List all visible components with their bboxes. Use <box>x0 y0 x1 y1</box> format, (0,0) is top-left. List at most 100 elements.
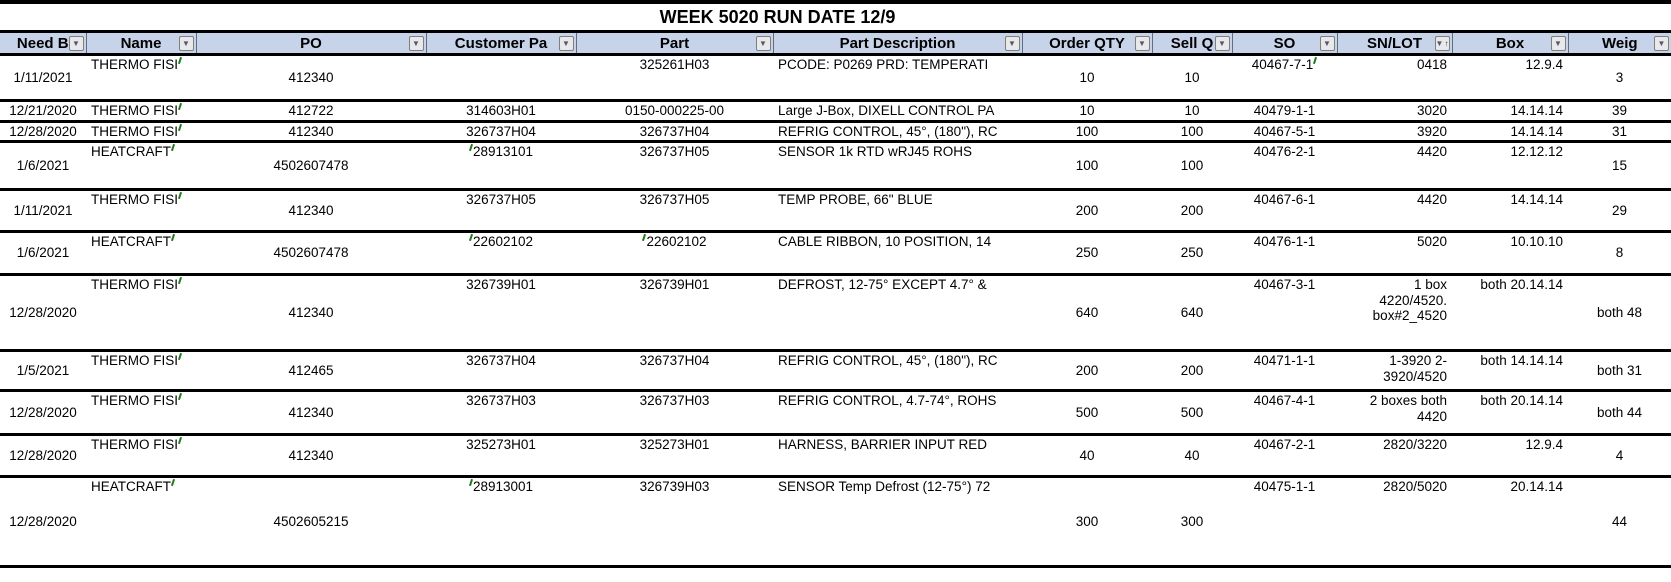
cell-sn_lot[interactable]: 3020 <box>1337 100 1452 123</box>
cell-sell_qty[interactable]: 100 <box>1152 121 1232 143</box>
cell-po[interactable]: 412340 <box>196 390 426 437</box>
cell-weight[interactable]: both 31 <box>1568 350 1671 393</box>
filter-dropdown-po[interactable]: ▼ <box>408 36 424 51</box>
cell-box[interactable]: 14.14.14 <box>1452 189 1568 234</box>
cell-sell_qty[interactable]: 640 <box>1152 274 1232 353</box>
cell-sell_qty[interactable]: 10 <box>1152 100 1232 123</box>
cell-order_qty[interactable]: 250 <box>1022 231 1152 277</box>
cell-sell_qty[interactable]: 200 <box>1152 189 1232 234</box>
cell-part[interactable]: 326739H03 <box>576 476 773 569</box>
cell-sell_qty[interactable]: 100 <box>1152 141 1232 192</box>
cell-so[interactable]: 40467-7-1 <box>1232 54 1337 102</box>
cell-part[interactable]: 326737H03 <box>576 390 773 437</box>
cell-sn_lot[interactable]: 5020 <box>1337 231 1452 277</box>
cell-order_qty[interactable]: 10 <box>1022 100 1152 123</box>
cell-po[interactable]: 412340 <box>196 121 426 143</box>
cell-so[interactable]: 40476-2-1 <box>1232 141 1337 192</box>
cell-need_by[interactable]: 1/6/2021 <box>0 231 86 277</box>
cell-name[interactable]: THERMO FISI <box>86 350 196 393</box>
cell-weight[interactable]: both 48 <box>1568 274 1671 353</box>
cell-customer_part[interactable]: 325273H01 <box>426 434 576 479</box>
cell-sn_lot[interactable]: 1 box 4220/4520. box#2_4520 <box>1337 274 1452 353</box>
cell-po[interactable]: 412340 <box>196 189 426 234</box>
cell-name[interactable]: THERMO FISI <box>86 390 196 437</box>
cell-name[interactable]: THERMO FISI <box>86 274 196 353</box>
cell-customer_part[interactable]: 326737H04 <box>426 121 576 143</box>
cell-part_description[interactable]: HARNESS, BARRIER INPUT RED <box>773 434 1022 479</box>
cell-weight[interactable]: 3 <box>1568 54 1671 102</box>
cell-part[interactable]: 326737H05 <box>576 189 773 234</box>
cell-box[interactable]: 14.14.14 <box>1452 100 1568 123</box>
cell-part_description[interactable]: DEFROST, 12-75° EXCEPT 4.7° & <box>773 274 1022 353</box>
cell-part[interactable]: 326739H01 <box>576 274 773 353</box>
cell-order_qty[interactable]: 10 <box>1022 54 1152 102</box>
cell-sell_qty[interactable]: 40 <box>1152 434 1232 479</box>
cell-part_description[interactable]: Large J-Box, DIXELL CONTROL PA <box>773 100 1022 123</box>
cell-order_qty[interactable]: 200 <box>1022 350 1152 393</box>
cell-sn_lot[interactable]: 2 boxes both 4420 <box>1337 390 1452 437</box>
cell-order_qty[interactable]: 640 <box>1022 274 1152 353</box>
cell-need_by[interactable]: 12/21/2020 <box>0 100 86 123</box>
cell-po[interactable]: 412722 <box>196 100 426 123</box>
cell-customer_part[interactable]: 28913001 <box>426 476 576 569</box>
cell-po[interactable]: 412465 <box>196 350 426 393</box>
cell-weight[interactable]: both 44 <box>1568 390 1671 437</box>
cell-po[interactable]: 4502607478 <box>196 231 426 277</box>
cell-box[interactable]: 10.10.10 <box>1452 231 1568 277</box>
filter-dropdown-sn_lot-sorted[interactable]: ▼↑ <box>1434 36 1450 51</box>
cell-part[interactable]: 325273H01 <box>576 434 773 479</box>
cell-so[interactable]: 40467-3-1 <box>1232 274 1337 353</box>
filter-dropdown-name[interactable]: ▼ <box>178 36 194 51</box>
cell-sn_lot[interactable]: 3920 <box>1337 121 1452 143</box>
cell-sn_lot[interactable]: 2820/3220 <box>1337 434 1452 479</box>
cell-so[interactable]: 40467-6-1 <box>1232 189 1337 234</box>
cell-so[interactable]: 40471-1-1 <box>1232 350 1337 393</box>
filter-dropdown-need_by[interactable]: ▼ <box>68 36 84 51</box>
filter-dropdown-customer_part[interactable]: ▼ <box>558 36 574 51</box>
cell-need_by[interactable]: 12/28/2020 <box>0 274 86 353</box>
cell-part[interactable]: 326737H04 <box>576 350 773 393</box>
cell-name[interactable]: HEATCRAFT <box>86 476 196 569</box>
cell-name[interactable]: THERMO FISI <box>86 100 196 123</box>
cell-so[interactable]: 40476-1-1 <box>1232 231 1337 277</box>
cell-order_qty[interactable]: 200 <box>1022 189 1152 234</box>
filter-dropdown-part_description[interactable]: ▼ <box>1004 36 1020 51</box>
cell-need_by[interactable]: 1/6/2021 <box>0 141 86 192</box>
cell-so[interactable]: 40467-4-1 <box>1232 390 1337 437</box>
cell-box[interactable]: 12.9.4 <box>1452 54 1568 102</box>
cell-sn_lot[interactable]: 4420 <box>1337 141 1452 192</box>
cell-customer_part[interactable] <box>426 54 576 102</box>
filter-dropdown-part[interactable]: ▼ <box>755 36 771 51</box>
cell-part_description[interactable]: PCODE: P0269 PRD: TEMPERATI <box>773 54 1022 102</box>
cell-so[interactable]: 40479-1-1 <box>1232 100 1337 123</box>
cell-box[interactable]: 12.12.12 <box>1452 141 1568 192</box>
cell-customer_part[interactable]: 314603H01 <box>426 100 576 123</box>
cell-po[interactable]: 4502607478 <box>196 141 426 192</box>
cell-sn_lot[interactable]: 2820/5020 <box>1337 476 1452 569</box>
cell-po[interactable]: 412340 <box>196 434 426 479</box>
cell-po[interactable]: 4502605215 <box>196 476 426 569</box>
cell-so[interactable]: 40467-5-1 <box>1232 121 1337 143</box>
cell-box[interactable]: 12.9.4 <box>1452 434 1568 479</box>
cell-weight[interactable]: 8 <box>1568 231 1671 277</box>
cell-part_description[interactable]: REFRIG CONTROL, 45°, (180"), RC <box>773 121 1022 143</box>
cell-so[interactable]: 40475-1-1 <box>1232 476 1337 569</box>
cell-name[interactable]: THERMO FISI <box>86 54 196 102</box>
cell-name[interactable]: THERMO FISI <box>86 121 196 143</box>
cell-customer_part[interactable]: 326739H01 <box>426 274 576 353</box>
cell-part[interactable]: 22602102 <box>576 231 773 277</box>
cell-weight[interactable]: 29 <box>1568 189 1671 234</box>
cell-part_description[interactable]: REFRIG CONTROL, 4.7-74°, ROHS <box>773 390 1022 437</box>
cell-po[interactable]: 412340 <box>196 54 426 102</box>
cell-box[interactable]: 14.14.14 <box>1452 121 1568 143</box>
cell-need_by[interactable]: 12/28/2020 <box>0 434 86 479</box>
cell-order_qty[interactable]: 40 <box>1022 434 1152 479</box>
cell-sell_qty[interactable]: 10 <box>1152 54 1232 102</box>
cell-part_description[interactable]: TEMP PROBE, 66" BLUE <box>773 189 1022 234</box>
cell-need_by[interactable]: 1/5/2021 <box>0 350 86 393</box>
cell-sell_qty[interactable]: 250 <box>1152 231 1232 277</box>
cell-sn_lot[interactable]: 0418 <box>1337 54 1452 102</box>
cell-part_description[interactable]: SENSOR 1k RTD wRJ45 ROHS <box>773 141 1022 192</box>
cell-box[interactable]: both 20.14.14 <box>1452 274 1568 353</box>
cell-name[interactable]: THERMO FISI <box>86 189 196 234</box>
